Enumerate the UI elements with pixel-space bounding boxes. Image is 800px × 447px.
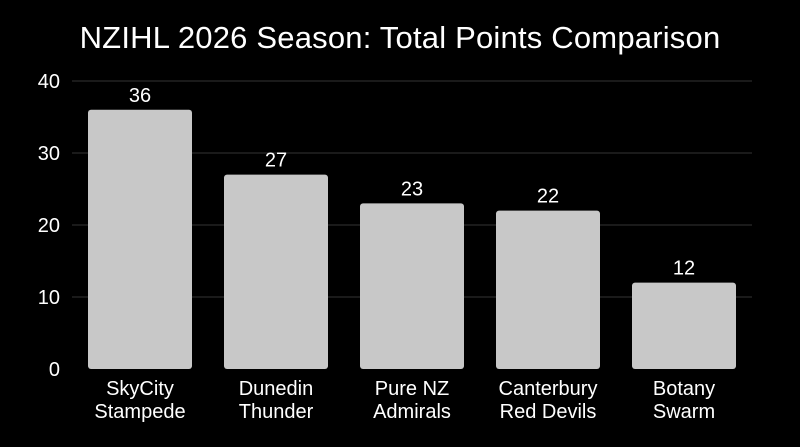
x-tick-label: Botany Swarm: [653, 378, 715, 423]
y-tick-label: 0: [49, 359, 60, 381]
chart-title: NZIHL 2026 Season: Total Points Comparis…: [79, 20, 721, 55]
bar: [632, 282, 736, 369]
x-tick-label: Canterbury Red Devils: [499, 378, 598, 423]
data-label: 27: [265, 150, 287, 172]
y-tick-label: 40: [38, 71, 60, 93]
bar: [224, 174, 328, 369]
y-tick-label: 30: [38, 143, 60, 165]
data-label: 36: [129, 85, 151, 107]
data-label: 23: [401, 178, 423, 200]
x-tick-label: Pure NZ Admirals: [373, 378, 451, 423]
y-tick-label: 20: [38, 215, 60, 237]
bar: [496, 210, 600, 369]
bar: [88, 109, 192, 370]
x-tick-label: Dunedin Thunder: [239, 378, 314, 423]
data-label: 12: [673, 258, 695, 280]
x-tick-label: SkyCity Stampede: [94, 378, 185, 423]
data-label: 22: [537, 186, 559, 208]
bar: [360, 203, 464, 369]
y-tick-label: 10: [38, 287, 60, 309]
